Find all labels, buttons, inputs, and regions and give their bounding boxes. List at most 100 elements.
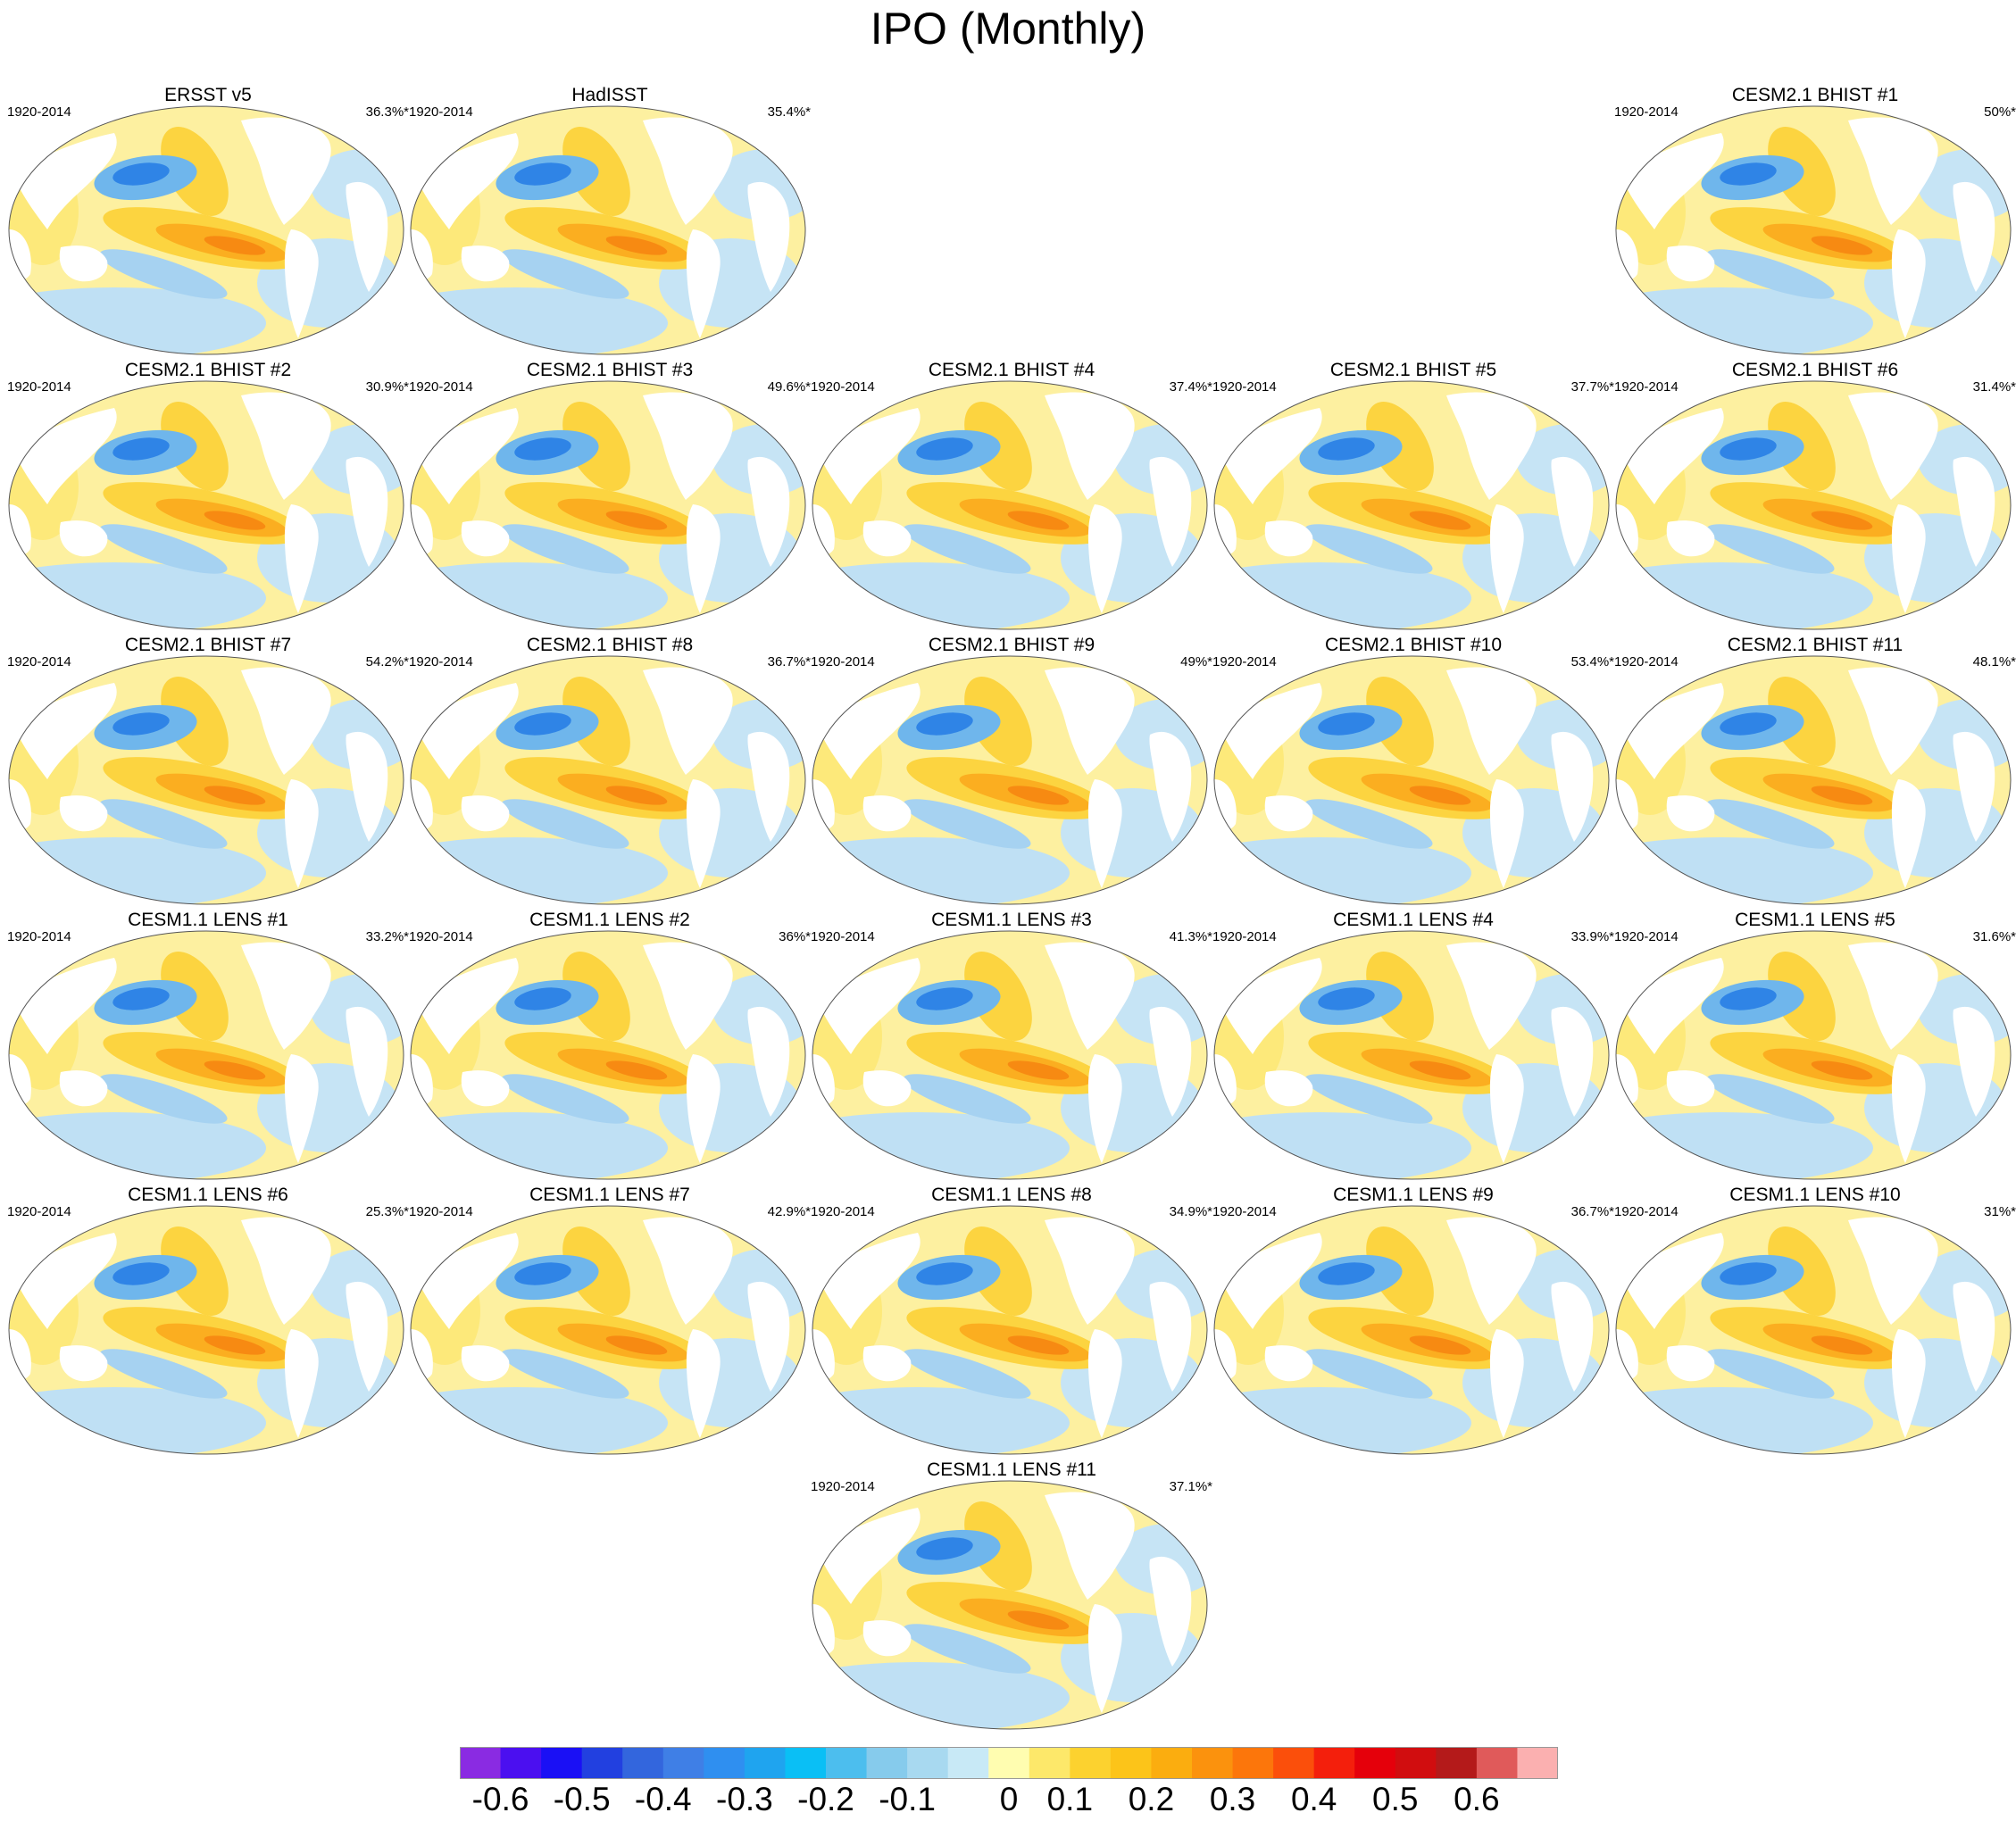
ipo-map — [812, 655, 1208, 905]
panel-percent: 37.4%* — [1169, 379, 1212, 395]
ipo-map — [1213, 380, 1610, 630]
ipo-map — [1213, 930, 1610, 1180]
panel-percent: 25.3%* — [365, 1204, 409, 1219]
colorbar-box — [500, 1747, 542, 1779]
panel-period: 1920-2014 — [409, 379, 473, 395]
panel-percent: 36.7%* — [1570, 1204, 1614, 1219]
panel-title: CESM2.1 BHIST #9 — [928, 635, 1095, 655]
map-panel: CESM2.1 BHIST #8 1920-2014 36.7%* — [409, 635, 811, 907]
map-panel: CESM1.1 LENS #8 1920-2014 34.9%* — [811, 1185, 1212, 1457]
panel-percent: 30.9%* — [365, 379, 409, 395]
colorbar-box — [622, 1747, 664, 1779]
panel-percent: 42.9%* — [767, 1204, 811, 1219]
panel-title: CESM1.1 LENS #8 — [931, 1185, 1092, 1205]
panel-period: 1920-2014 — [1614, 1204, 1679, 1219]
map-panel: ERSST v5 1920-2014 36.3%* — [7, 85, 409, 357]
colorbar-label: -0.5 — [553, 1781, 611, 1817]
colorbar-label: -0.4 — [634, 1781, 692, 1817]
ipo-map — [812, 380, 1208, 630]
panel-title: CESM1.1 LENS #2 — [529, 910, 690, 930]
panel-percent: 31.6%* — [1972, 929, 2016, 944]
panel-title: CESM1.1 LENS #1 — [128, 910, 288, 930]
map-panel: CESM1.1 LENS #9 1920-2014 36.7%* — [1212, 1185, 1614, 1457]
panel-period: 1920-2014 — [1614, 104, 1679, 120]
panel-percent: 36.3%* — [365, 104, 409, 120]
colorbar-label: -0.2 — [797, 1781, 854, 1817]
colorbar-box — [907, 1747, 949, 1779]
colorbar-box — [988, 1747, 1030, 1779]
colorbar-label: 0.6 — [1454, 1781, 1500, 1817]
panel-percent: 31.4%* — [1972, 379, 2016, 395]
colorbar-box — [1070, 1747, 1112, 1779]
panel-percent: 37.7%* — [1570, 379, 1614, 395]
map-panel: CESM2.1 BHIST #4 1920-2014 37.4%* — [811, 360, 1212, 632]
map-panel: CESM1.1 LENS #11 1920-2014 37.1%* — [811, 1459, 1212, 1732]
colorbar-box — [1192, 1747, 1234, 1779]
panel-period: 1920-2014 — [7, 104, 71, 120]
panel-title: CESM2.1 BHIST #1 — [1731, 85, 1899, 105]
panel-period: 1920-2014 — [811, 654, 875, 669]
colorbar-box — [662, 1747, 704, 1779]
colorbar-box — [1151, 1747, 1193, 1779]
ipo-map — [8, 655, 404, 905]
panel-percent: 49%* — [1180, 654, 1212, 669]
panel-percent: 35.4%* — [767, 104, 811, 120]
panel-period: 1920-2014 — [1212, 929, 1277, 944]
colorbar-label: -0.1 — [879, 1781, 936, 1817]
map-panel: CESM2.1 BHIST #6 1920-2014 31.4%* — [1614, 360, 2016, 632]
panel-title: CESM1.1 LENS #9 — [1333, 1185, 1494, 1205]
panel-period: 1920-2014 — [409, 104, 473, 120]
panel-period: 1920-2014 — [1212, 1204, 1277, 1219]
panel-period: 1920-2014 — [409, 654, 473, 669]
panel-percent: 41.3%* — [1169, 929, 1212, 944]
ipo-map — [812, 930, 1208, 1180]
figure-title: IPO (Monthly) — [870, 4, 1146, 54]
map-panel: CESM1.1 LENS #4 1920-2014 33.9%* — [1212, 910, 1614, 1182]
ipo-map — [8, 380, 404, 630]
panel-percent: 33.9%* — [1570, 929, 1614, 944]
panel-percent: 53.4%* — [1570, 654, 1614, 669]
ipo-map — [1615, 105, 2012, 355]
ipo-map — [812, 1480, 1208, 1730]
map-panel: CESM1.1 LENS #5 1920-2014 31.6%* — [1614, 910, 2016, 1182]
panel-percent: 50%* — [1984, 104, 2016, 120]
map-panel: CESM1.1 LENS #7 1920-2014 42.9%* — [409, 1185, 811, 1457]
panel-title: CESM2.1 BHIST #3 — [526, 360, 694, 380]
colorbar-box — [1354, 1747, 1396, 1779]
panel-title: CESM1.1 LENS #5 — [1735, 910, 1895, 930]
panel-title: CESM1.1 LENS #3 — [931, 910, 1092, 930]
panel-period: 1920-2014 — [811, 379, 875, 395]
colorbar-box — [541, 1747, 583, 1779]
ipo-map — [1213, 655, 1610, 905]
colorbar-box — [785, 1747, 827, 1779]
colorbar-box — [947, 1747, 989, 1779]
panel-percent: 33.2%* — [365, 929, 409, 944]
panel-title: CESM1.1 LENS #6 — [128, 1185, 288, 1205]
colorbar-box — [1313, 1747, 1355, 1779]
panel-period: 1920-2014 — [1212, 379, 1277, 395]
ipo-map — [1615, 380, 2012, 630]
ipo-map — [8, 1205, 404, 1455]
colorbar-box — [866, 1747, 908, 1779]
map-panel: CESM2.1 BHIST #11 1920-2014 48.1%* — [1614, 635, 2016, 907]
colorbar-box — [1110, 1747, 1152, 1779]
ipo-map — [812, 1205, 1208, 1455]
map-panel: CESM2.1 BHIST #10 1920-2014 53.4%* — [1212, 635, 1614, 907]
colorbar-box — [460, 1747, 502, 1779]
colorbar-box — [1232, 1747, 1274, 1779]
panel-period: 1920-2014 — [1614, 929, 1679, 944]
colorbar-box — [744, 1747, 786, 1779]
panel-period: 1920-2014 — [7, 1204, 71, 1219]
panel-period: 1920-2014 — [7, 379, 71, 395]
colorbar-label: 0.1 — [1046, 1781, 1094, 1817]
colorbar-box — [1029, 1747, 1070, 1779]
colorbar-label: 0.5 — [1372, 1781, 1419, 1817]
colorbar-label: -0.6 — [471, 1781, 529, 1817]
panel-title: CESM2.1 BHIST #7 — [124, 635, 292, 655]
colorbar-box — [826, 1747, 868, 1779]
map-panel: CESM1.1 LENS #3 1920-2014 41.3%* — [811, 910, 1212, 1182]
panel-title: CESM2.1 BHIST #5 — [1329, 360, 1497, 380]
map-panel: CESM1.1 LENS #2 1920-2014 36%* — [409, 910, 811, 1182]
ipo-map — [1615, 1205, 2012, 1455]
panel-period: 1920-2014 — [1614, 654, 1679, 669]
